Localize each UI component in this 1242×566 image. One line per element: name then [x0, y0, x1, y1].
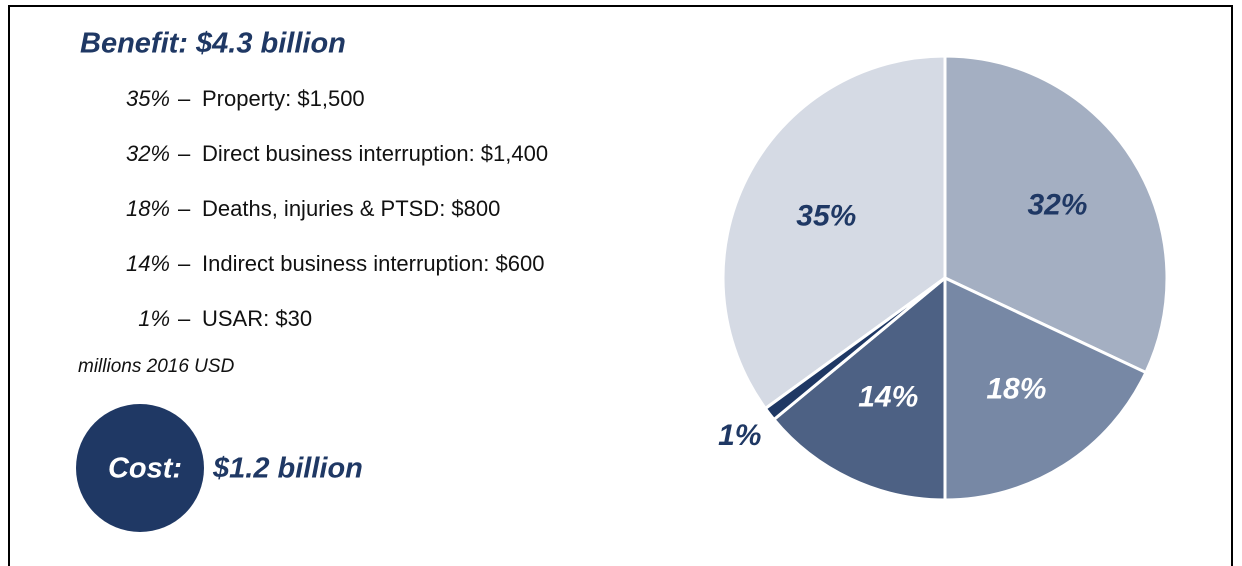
legend-percent: 18% — [126, 196, 170, 221]
pie-slice — [763, 276, 946, 422]
cost-value: $1.2 billion — [212, 453, 363, 485]
legend-separator: – — [178, 251, 191, 276]
legend-label: Deaths, injuries & PTSD: $800 — [202, 196, 500, 221]
legend-percent: 32% — [126, 141, 170, 166]
legend-percent: 14% — [126, 251, 170, 276]
legend-percent: 35% — [126, 86, 170, 111]
slice-label: 32% — [1027, 189, 1087, 222]
legend-separator: – — [178, 86, 191, 111]
legend-separator: – — [178, 306, 191, 331]
legend-label: Property: $1,500 — [202, 86, 365, 111]
slice-label: 14% — [858, 380, 918, 413]
slice-label: 35% — [796, 199, 856, 232]
legend-label: Indirect business interruption: $600 — [202, 251, 544, 276]
cost-label: Cost: — [108, 453, 182, 485]
cost-circle — [76, 404, 204, 532]
slice-label: 1% — [718, 419, 761, 452]
pie-slice — [943, 275, 1148, 502]
legend-label: Direct business interruption: $1,400 — [202, 141, 548, 166]
legend-separator: – — [178, 196, 191, 221]
note: millions 2016 USD — [78, 356, 235, 377]
pie-slice — [943, 54, 1169, 375]
pie-slice — [721, 54, 947, 411]
pie-slice — [771, 274, 947, 502]
legend-label: USAR: $30 — [202, 306, 312, 331]
chart-title: Benefit: $4.3 billion — [80, 28, 346, 60]
legend-separator: – — [178, 141, 191, 166]
frame — [8, 5, 1233, 566]
legend-percent: 1% — [138, 306, 170, 331]
slice-label: 18% — [986, 372, 1046, 405]
